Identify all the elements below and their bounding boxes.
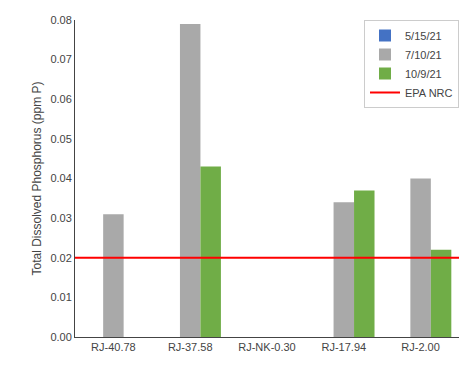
svg-text:0.07: 0.07 <box>50 53 71 65</box>
svg-text:10/9/21: 10/9/21 <box>405 68 442 80</box>
svg-text:Total Dissolved Phosphorus (pp: Total Dissolved Phosphorus (ppm P) <box>30 81 44 275</box>
svg-text:RJ-2.00: RJ-2.00 <box>401 341 440 353</box>
svg-text:RJ-NK-0.30: RJ-NK-0.30 <box>238 341 295 353</box>
svg-text:0.02: 0.02 <box>50 252 71 264</box>
svg-text:0.01: 0.01 <box>50 291 71 303</box>
svg-text:EPA NRC: EPA NRC <box>405 87 453 99</box>
svg-text:0.04: 0.04 <box>50 172 71 184</box>
svg-text:0.00: 0.00 <box>50 331 71 343</box>
svg-text:0.08: 0.08 <box>50 14 71 26</box>
svg-text:5/15/21: 5/15/21 <box>405 30 442 42</box>
svg-text:0.05: 0.05 <box>50 133 71 145</box>
svg-text:7/10/21: 7/10/21 <box>405 49 442 61</box>
svg-text:RJ-17.94: RJ-17.94 <box>321 341 366 353</box>
svg-text:RJ-37.58: RJ-37.58 <box>168 341 213 353</box>
svg-text:RJ-40.78: RJ-40.78 <box>91 341 136 353</box>
svg-text:0.06: 0.06 <box>50 93 71 105</box>
svg-text:0.03: 0.03 <box>50 212 71 224</box>
